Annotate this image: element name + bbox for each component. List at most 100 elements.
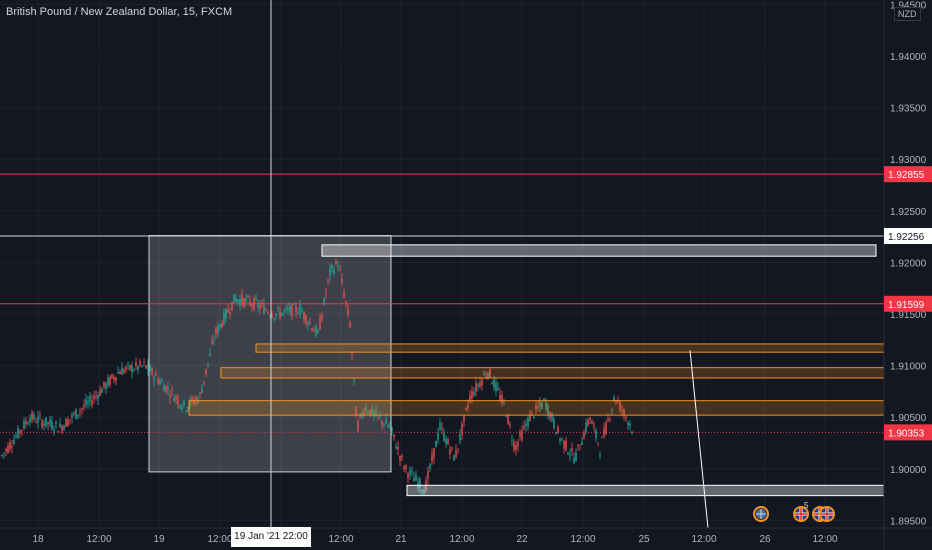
- candle: [551, 412, 553, 423]
- candle-body: [603, 428, 605, 437]
- candle: [411, 466, 413, 477]
- candle: [139, 358, 141, 368]
- candle-body: [511, 439, 513, 441]
- candle-body: [519, 432, 521, 437]
- candle-body: [105, 383, 107, 390]
- candle: [517, 439, 519, 452]
- candle-body: [625, 416, 627, 418]
- candle: [597, 442, 599, 447]
- candle-body: [217, 325, 219, 334]
- candle: [133, 367, 135, 372]
- time-tick-label: 12:00: [812, 534, 837, 545]
- price-label: 1.92256: [884, 227, 932, 244]
- candle: [335, 258, 337, 266]
- candle: [307, 319, 309, 331]
- candle: [57, 430, 59, 433]
- time-tick-label: 21: [395, 534, 407, 545]
- candle: [45, 417, 47, 428]
- candle: [363, 407, 365, 419]
- candle: [477, 382, 479, 392]
- candle: [293, 302, 295, 306]
- candle-body: [173, 397, 175, 402]
- candle-body: [201, 388, 203, 394]
- candle: [449, 445, 451, 460]
- candle: [5, 447, 7, 457]
- candle: [325, 288, 327, 300]
- candle-body: [487, 372, 489, 377]
- candle: [215, 325, 217, 339]
- candle-body: [295, 306, 297, 313]
- globe-event-icon[interactable]: [753, 506, 769, 522]
- candle-body: [15, 435, 17, 438]
- candle: [573, 452, 575, 465]
- candle-body: [325, 293, 327, 295]
- candle: [245, 294, 247, 307]
- uk-flag-event-icon[interactable]: 5: [793, 501, 809, 522]
- candle-body: [41, 420, 43, 428]
- candle-body: [429, 464, 431, 469]
- candle-body: [155, 373, 157, 376]
- candle: [277, 305, 279, 313]
- candle-body: [555, 431, 557, 435]
- candle: [457, 448, 459, 454]
- candle-body: [291, 304, 293, 317]
- candle-body: [499, 394, 501, 400]
- candle-body: [329, 267, 331, 276]
- candle: [371, 404, 373, 417]
- candle-body: [535, 404, 537, 410]
- candle: [25, 416, 27, 428]
- candle-body: [589, 417, 591, 420]
- candle-body: [591, 420, 593, 425]
- candle-body: [467, 404, 469, 408]
- candle: [421, 488, 423, 495]
- candle-body: [365, 407, 367, 411]
- demand-zone: [406, 484, 885, 497]
- candle-body: [85, 399, 87, 406]
- candle-body: [5, 449, 7, 452]
- currency-badge[interactable]: NZD: [894, 7, 921, 21]
- candle-body: [439, 422, 441, 430]
- candle-body: [187, 406, 189, 410]
- candle-body: [547, 404, 549, 415]
- candle: [539, 396, 541, 413]
- candle-body: [151, 368, 153, 375]
- horizontal-lines: [0, 173, 884, 433]
- candle: [3, 452, 5, 460]
- candle-body: [31, 412, 33, 421]
- candle-body: [323, 298, 325, 305]
- candle: [579, 443, 581, 450]
- candle: [115, 376, 117, 386]
- candle-body: [577, 444, 579, 446]
- candle-body: [185, 410, 187, 412]
- candle: [599, 451, 601, 460]
- candle: [395, 442, 397, 450]
- candle: [83, 399, 85, 412]
- candle-body: [121, 367, 123, 375]
- candle-body: [595, 430, 597, 438]
- price-tick-label: 1.93000: [890, 155, 927, 166]
- candle-body: [139, 360, 141, 366]
- candle-body: [525, 423, 527, 427]
- candle: [365, 402, 367, 415]
- candle-body: [571, 448, 573, 452]
- supply-zone: [321, 244, 877, 257]
- candle-body: [149, 366, 151, 372]
- candle-body: [385, 419, 387, 425]
- candle: [577, 444, 579, 451]
- candle: [27, 420, 29, 426]
- candle: [501, 390, 503, 407]
- candle-body: [339, 269, 341, 271]
- candle-body: [267, 312, 269, 314]
- candle: [515, 440, 517, 456]
- uk-flag-event-icon[interactable]: [819, 506, 835, 522]
- candle-body: [451, 447, 453, 449]
- event-count-badge: 5: [804, 501, 809, 510]
- price-tick-label: 1.94500: [890, 0, 927, 11]
- candle-body: [83, 404, 85, 407]
- candle: [237, 299, 239, 306]
- candle: [303, 310, 305, 324]
- candle-body: [615, 400, 617, 403]
- candle: [439, 418, 441, 431]
